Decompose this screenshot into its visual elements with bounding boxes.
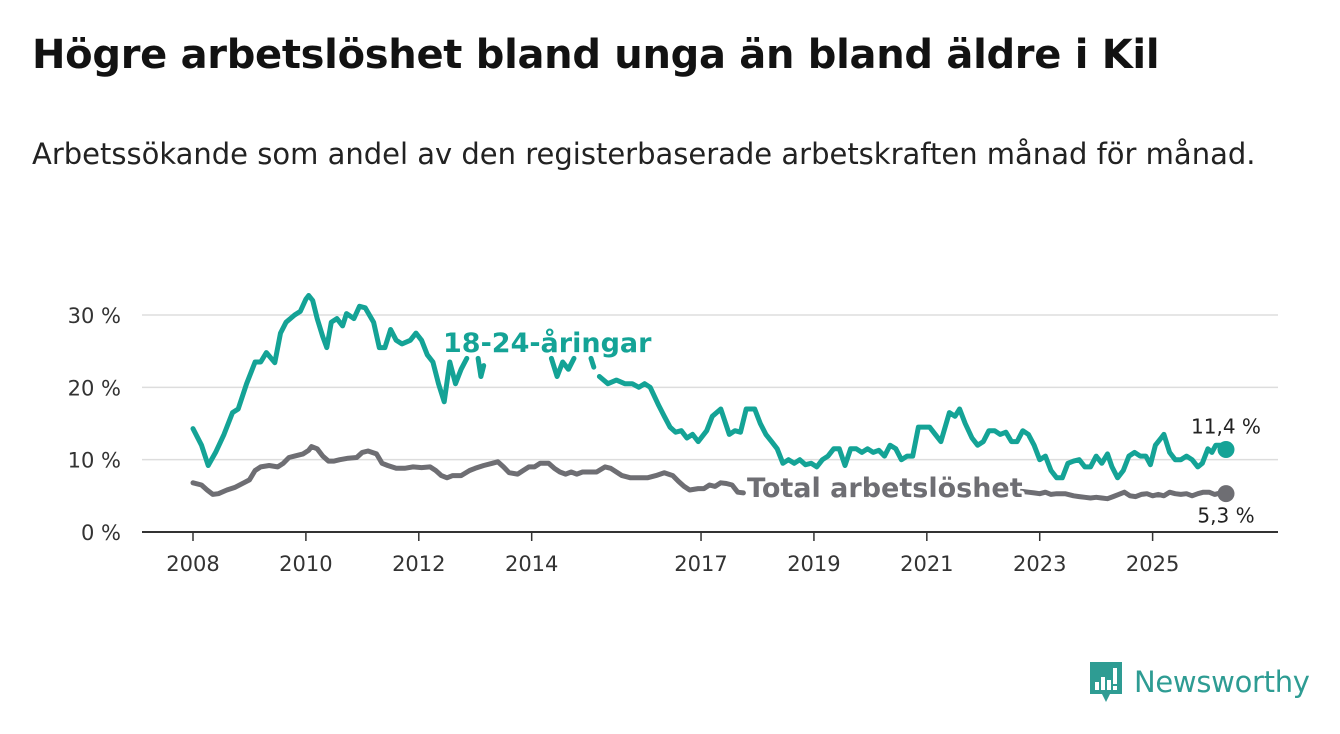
total-series-line bbox=[1009, 486, 1229, 502]
young-series-line bbox=[588, 355, 597, 370]
series-end-markers: 11,4 % 5,3 % bbox=[1191, 415, 1261, 528]
young-end-marker bbox=[1217, 441, 1235, 459]
series-labels: 18-24-åringar Total arbetslöshet bbox=[440, 324, 1026, 507]
x-tick-label: 2019 bbox=[787, 552, 840, 576]
y-tick-label: 20 % bbox=[68, 376, 121, 400]
x-axis-ticks: 2008 2010 2012 2014 2017 2019 2021 2023 2025 bbox=[166, 532, 1179, 576]
x-tick-label: 2010 bbox=[279, 552, 332, 576]
chart-title: Högre arbetslöshet bland unga än bland ä… bbox=[32, 32, 1160, 78]
x-tick-label: 2017 bbox=[674, 552, 727, 576]
total-series-line bbox=[190, 444, 746, 497]
young-series-line bbox=[190, 293, 470, 468]
series-lines bbox=[190, 293, 1229, 502]
x-tick-label: 2012 bbox=[392, 552, 445, 576]
x-tick-label: 2025 bbox=[1126, 552, 1179, 576]
grid-lines bbox=[142, 314, 1278, 461]
x-tick-label: 2014 bbox=[505, 552, 558, 576]
chart-subtitle: Arbetssökande som andel av den registerb… bbox=[32, 137, 1256, 171]
brand-name: Newsworthy bbox=[1134, 665, 1310, 699]
young-series-line bbox=[596, 374, 1229, 481]
y-tick-label: 10 % bbox=[68, 449, 121, 473]
bar-chart-logo-icon bbox=[1090, 662, 1122, 702]
young-end-label: 11,4 % bbox=[1191, 415, 1261, 439]
total-end-marker bbox=[1217, 485, 1235, 503]
series-label-young: 18-24-åringar bbox=[443, 327, 652, 359]
y-axis-ticks: 0 % 10 % 20 % 30 % bbox=[68, 304, 121, 545]
y-tick-label: 0 % bbox=[81, 521, 121, 545]
newsworthy-brand: Newsworthy bbox=[1088, 660, 1310, 704]
y-tick-label: 30 % bbox=[68, 304, 121, 328]
x-tick-label: 2021 bbox=[900, 552, 953, 576]
series-label-total: Total arbetslöshet bbox=[747, 473, 1023, 504]
total-end-label: 5,3 % bbox=[1197, 504, 1254, 528]
young-series-line bbox=[548, 355, 577, 379]
x-tick-label: 2023 bbox=[1013, 552, 1066, 576]
x-tick-label: 2008 bbox=[166, 552, 219, 576]
young-series-line bbox=[475, 355, 487, 379]
